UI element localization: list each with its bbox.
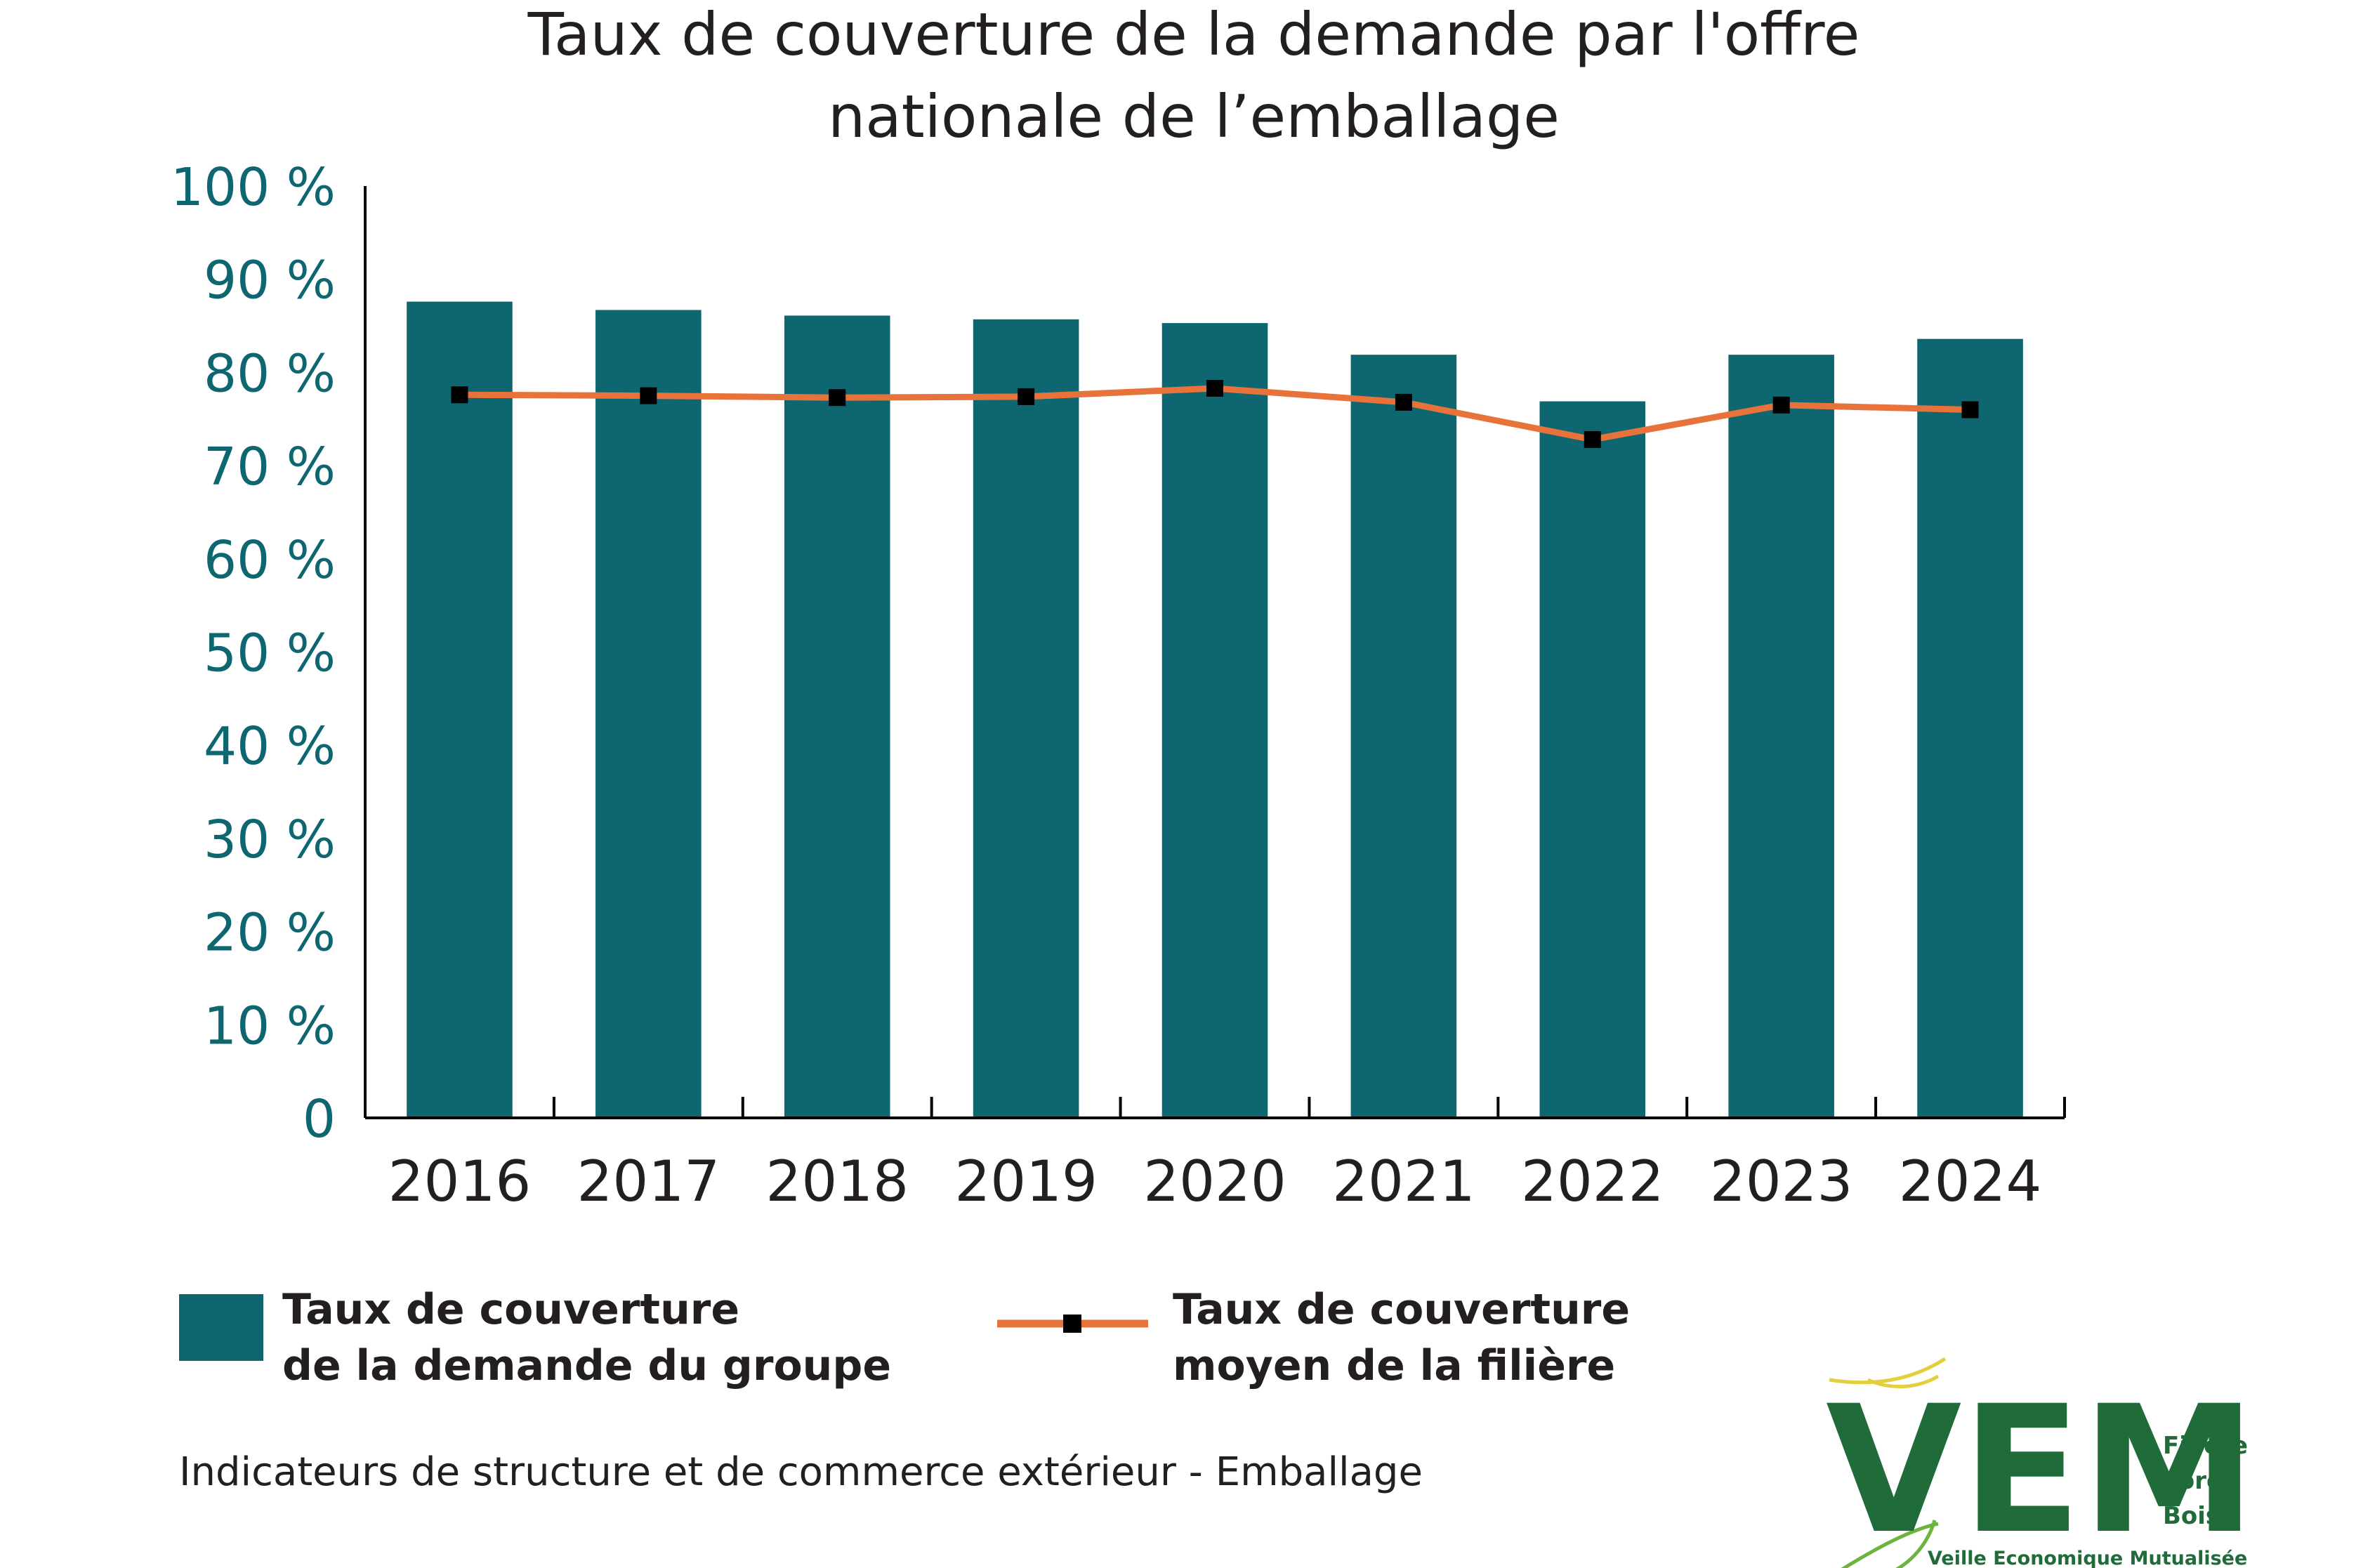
logo-line-filiere: Filière	[2163, 1432, 2248, 1460]
logo-letters: VEM	[1826, 1368, 2256, 1568]
x-tick-label-2022: 2022	[1521, 1149, 1664, 1214]
line-marker-2022	[1584, 430, 1601, 448]
legend-bar-swatch	[179, 1294, 263, 1361]
line-marker-2021	[1395, 393, 1412, 411]
x-tick-label-2017: 2017	[577, 1149, 720, 1214]
bar-2016	[407, 301, 513, 1119]
bar-2018	[784, 315, 890, 1118]
y-tick-label: 50 %	[204, 624, 336, 684]
y-tick-label: 30 %	[204, 810, 336, 870]
y-tick-label: 70 %	[204, 437, 336, 497]
legend-line-marker	[1063, 1315, 1081, 1333]
legend-line-label-line-1: Taux de couverture	[1173, 1285, 1630, 1334]
line-marker-2017	[640, 387, 657, 404]
y-tick-label: 80 %	[204, 343, 336, 404]
line-marker-2020	[1206, 379, 1223, 397]
bar-2022	[1539, 401, 1646, 1118]
x-axis-ticks: 2016 2017 2018 2019 2020 2021 2022 2023 2024	[388, 1149, 2042, 1214]
y-tick-label: 0	[303, 1089, 336, 1149]
bar-series	[407, 301, 2023, 1119]
line-series	[451, 379, 1979, 448]
legend: Taux de couverture de la demande du grou…	[179, 1285, 1630, 1390]
legend-line-label-line-2: moyen de la filière	[1173, 1341, 1615, 1390]
logo-arc-green	[1841, 1520, 1939, 1568]
x-tick-label-2021: 2021	[1332, 1149, 1475, 1214]
y-tick-label: 90 %	[204, 251, 336, 311]
line-marker-2019	[1018, 388, 1035, 405]
y-tick-label: 20 %	[204, 903, 336, 963]
x-tick-label-2024: 2024	[1899, 1149, 2042, 1214]
x-tick-label-2023: 2023	[1710, 1149, 1853, 1214]
bar-2023	[1728, 355, 1834, 1118]
bar-2021	[1350, 355, 1457, 1118]
y-tick-label: 10 %	[204, 996, 336, 1056]
chart-title-line-1: Taux de couverture de la demande par l'o…	[527, 0, 1860, 69]
logo-tagline: Veille Economique Mutualisée	[1928, 1548, 2247, 1568]
bar-2019	[973, 319, 1079, 1118]
legend-bar-label-line-1: Taux de couverture	[282, 1285, 739, 1334]
y-axis-ticks: 0 10 % 20 % 30 % 40 % 50 % 60 % 70 % 80 % 90 % 100…	[171, 157, 336, 1149]
line-marker-2024	[1961, 401, 1979, 419]
logo-arc-yellow	[1829, 1357, 1947, 1389]
line-marker-2018	[829, 389, 846, 407]
line-marker-2016	[451, 386, 468, 404]
x-tick-label-2018: 2018	[765, 1149, 909, 1214]
bar-2024	[1917, 338, 2023, 1119]
source-note: Indicateurs de structure et de commerce …	[179, 1449, 1423, 1495]
y-tick-label: 40 %	[204, 716, 336, 777]
axes	[364, 186, 2066, 1119]
logo-line-foret: Forêt	[2163, 1467, 2234, 1495]
x-tick-label-2020: 2020	[1143, 1149, 1286, 1214]
bar-2020	[1161, 323, 1268, 1119]
y-tick-label: 100 %	[171, 157, 336, 218]
bar-2017	[595, 310, 702, 1119]
x-tick-label-2019: 2019	[954, 1149, 1098, 1214]
chart-title-line-2: nationale de l’emballage	[828, 82, 1560, 151]
vem-logo: VEM Filière Forêt Bois Veille Economique…	[1826, 1357, 2256, 1568]
logo-line-bois: Bois	[2163, 1502, 2220, 1530]
x-tick-label-2016: 2016	[388, 1149, 532, 1214]
line-marker-2023	[1772, 396, 1790, 414]
y-tick-label: 60 %	[204, 530, 336, 591]
legend-bar-label-line-2: de la demande du groupe	[282, 1341, 891, 1390]
